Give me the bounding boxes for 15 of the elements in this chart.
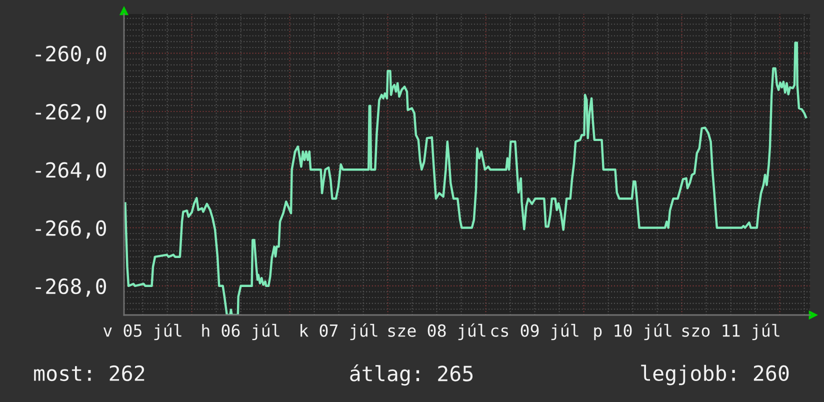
- y-tick-label: -268,0: [36, 278, 106, 297]
- x-tick-label: sze 08 júl: [388, 323, 486, 340]
- x-tick-label: p 10 júl: [594, 323, 672, 340]
- text: legjobb: 260: [641, 364, 789, 386]
- y-tick-label: -262,0: [36, 104, 106, 122]
- x-tick-label: szo 11 júl: [682, 323, 780, 340]
- y-tick-label: -264,0: [36, 162, 106, 180]
- x-tick-label: cs 09 júl: [491, 323, 578, 340]
- x-tick-label: v 05 júl: [103, 323, 182, 340]
- x-tick-label: h 06 júl: [202, 323, 280, 340]
- y-tick-label: -260,0: [36, 46, 106, 64]
- text: átlag: 265: [350, 364, 473, 386]
- text: most: 262: [34, 365, 144, 382]
- y-tick-label: -266,0: [36, 220, 106, 239]
- x-tick-label: k 07 júl: [300, 323, 378, 340]
